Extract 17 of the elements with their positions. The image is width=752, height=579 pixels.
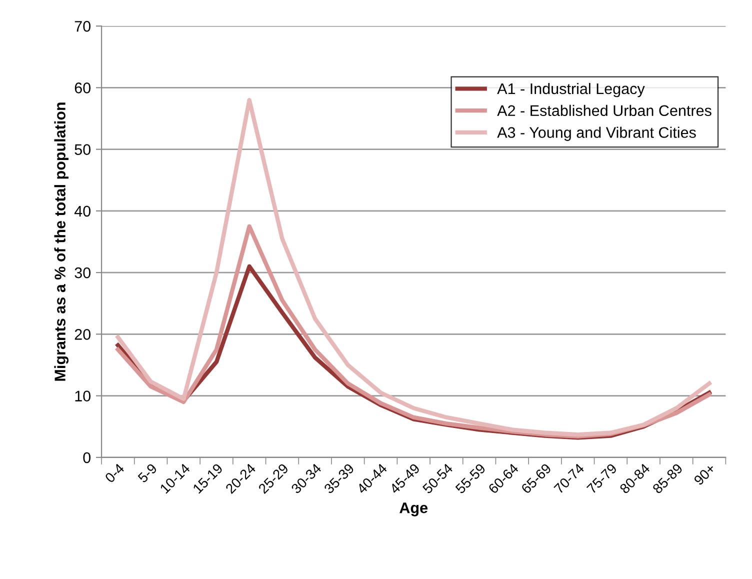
x-tick-label: 5-9 xyxy=(137,462,158,484)
y-tick-label: 0 xyxy=(83,452,91,464)
y-tick-label: 60 xyxy=(74,82,91,94)
legend-label: A3 - Young and Vibrant Cities xyxy=(497,126,696,141)
y-tick-label: 50 xyxy=(74,144,91,155)
y-axis-title: Migrants as a % of the total population xyxy=(54,102,69,381)
x-tick-label: 0-4 xyxy=(104,462,125,484)
y-tick-label: 70 xyxy=(74,20,91,32)
line-series xyxy=(116,98,712,437)
legend-label: A2 - Established Urban Centres xyxy=(497,104,712,116)
y-tick-label: 20 xyxy=(74,329,91,340)
x-tick-label: 90+ xyxy=(693,463,716,486)
y-tick-label: 30 xyxy=(74,267,91,278)
legend-label: A1 - Industrial Legacy xyxy=(497,82,645,98)
x-axis-title: Age xyxy=(400,502,428,516)
y-tick-label: 40 xyxy=(74,206,91,217)
y-tick-label: 10 xyxy=(75,390,91,402)
